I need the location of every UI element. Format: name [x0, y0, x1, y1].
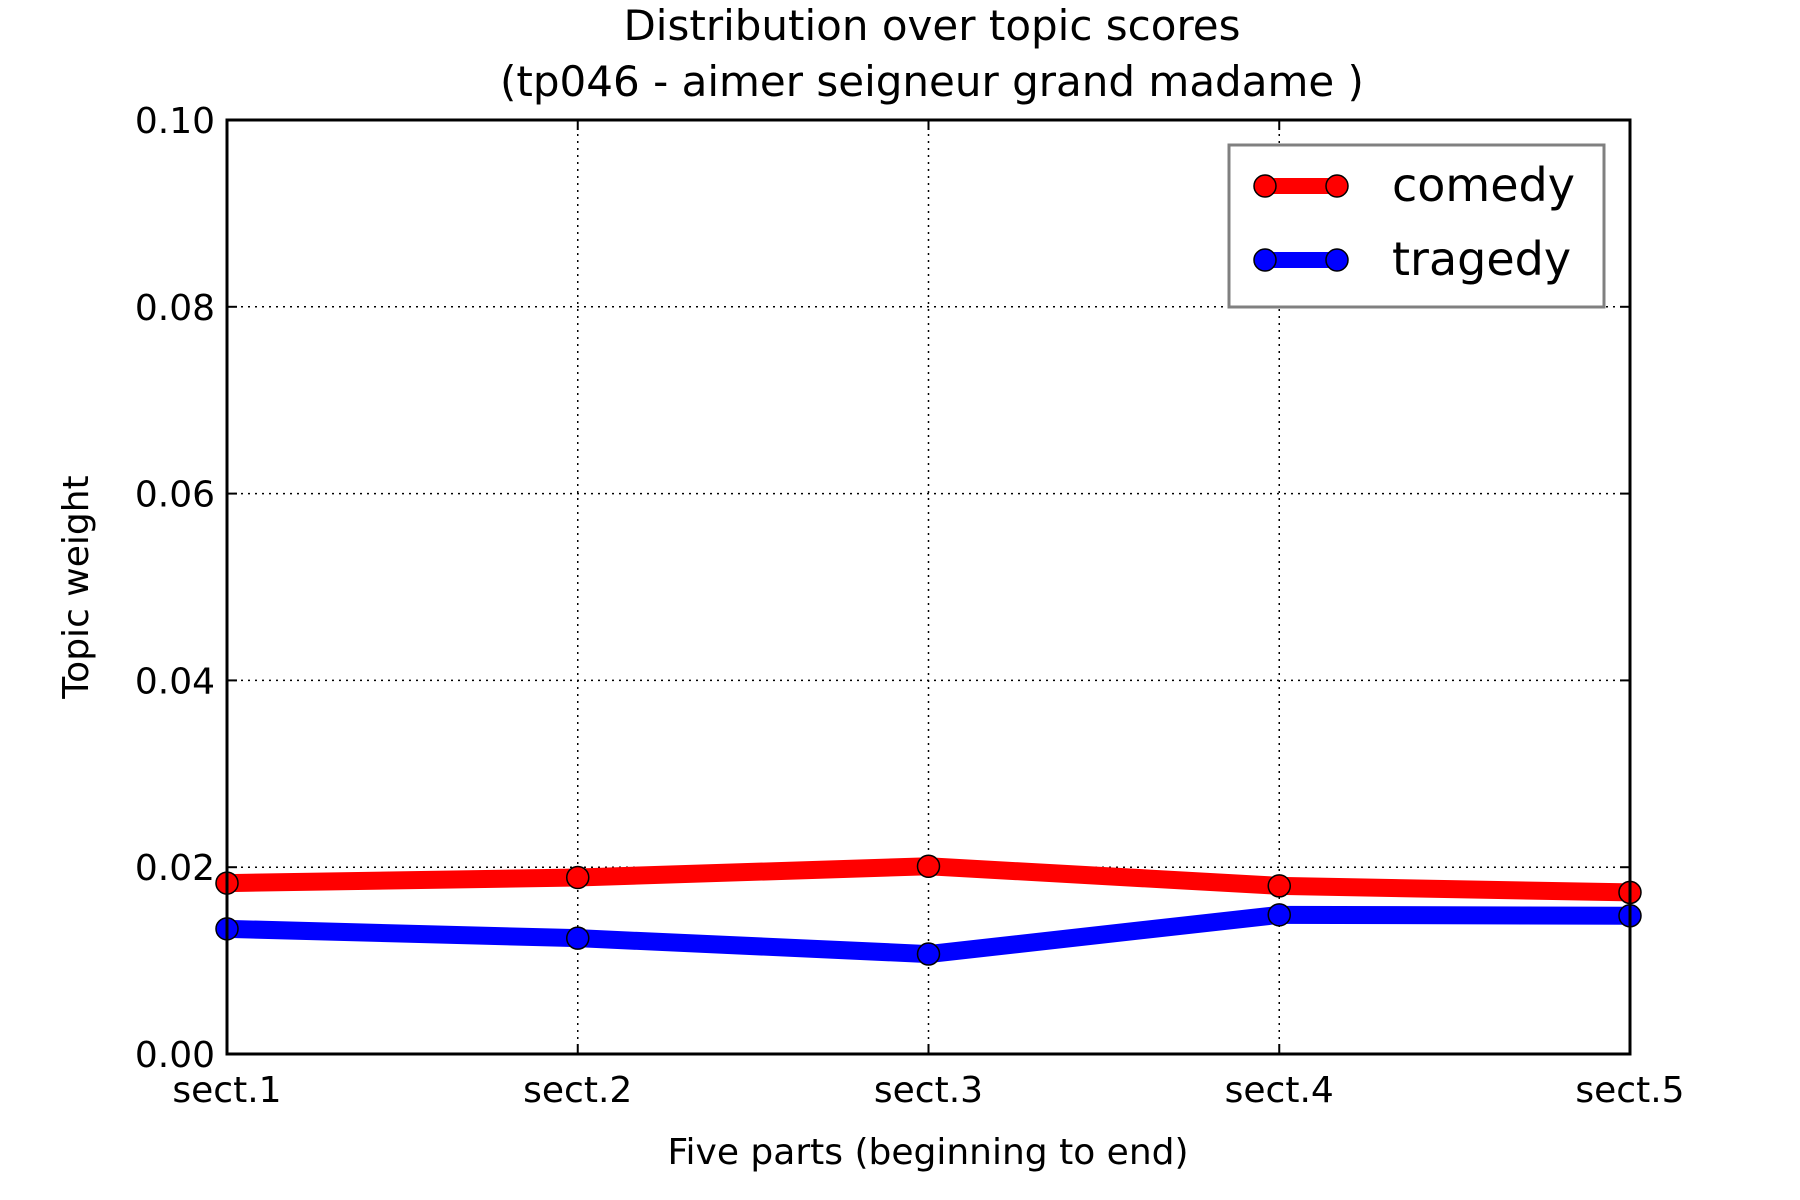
x-tick-label: sect.5 — [1575, 1070, 1684, 1111]
data-point-comedy — [916, 854, 941, 879]
legend-marker — [1253, 174, 1277, 198]
series-group — [215, 854, 1642, 966]
data-point-comedy — [1267, 874, 1291, 898]
y-tick-label: 0.04 — [135, 661, 215, 702]
x-tick-label: sect.3 — [874, 1070, 983, 1111]
legend-label: comedy — [1392, 158, 1575, 212]
legend: comedy tragedy — [1227, 143, 1606, 309]
y-axis-label: Topic weight — [56, 475, 97, 699]
legend-box — [1227, 143, 1606, 309]
ticks: sect.1 sect.2 sect.3 sect.4 sect.5 0.00 0.02 0.… — [135, 101, 1685, 1111]
data-point-tragedy — [1267, 903, 1291, 927]
legend-marker — [1325, 174, 1349, 198]
data-point-comedy — [566, 865, 590, 890]
y-tick-label: 0.08 — [135, 288, 215, 329]
data-point-tragedy — [566, 926, 590, 950]
y-tick-label: 0.10 — [135, 101, 215, 142]
x-axis-label: Five parts (beginning to end) — [667, 1132, 1188, 1173]
chart-title: Distribution over topic scores — [623, 1, 1240, 50]
y-tick-label: 0.06 — [135, 475, 215, 516]
legend-marker — [1253, 248, 1277, 272]
legend-marker — [1325, 248, 1349, 272]
x-tick-label: sect.2 — [523, 1070, 632, 1111]
x-tick-label: sect.1 — [172, 1070, 281, 1111]
y-tick-label: 0.00 — [135, 1035, 215, 1076]
y-tick-label: 0.02 — [135, 848, 215, 889]
data-point-tragedy — [916, 942, 941, 966]
x-tick-label: sect.4 — [1225, 1070, 1334, 1111]
legend-label: tragedy — [1392, 232, 1571, 286]
chart-subtitle: (tp046 - aimer seigneur grand madame ) — [500, 57, 1364, 106]
